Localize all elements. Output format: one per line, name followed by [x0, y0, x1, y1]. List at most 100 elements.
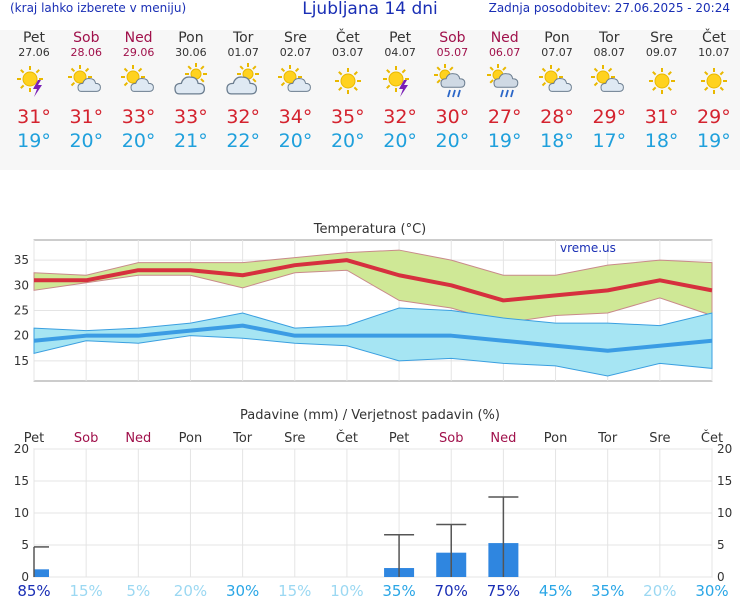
day-card[interactable]: Čet 10.07 29° 19°	[688, 30, 740, 153]
precipitation-chart: Padavine (mm) / Verjetnost padavin (%) Pe…	[14, 408, 733, 600]
min-temp-line	[33, 323, 713, 353]
day-card[interactable]: Pon 30.06 33° 21°	[165, 30, 217, 153]
day-name: Pon	[544, 30, 570, 46]
weather-icon-wrap	[426, 63, 478, 99]
day-card[interactable]: Čet 03.07 35° 20°	[322, 30, 374, 153]
sun-ray	[667, 86, 672, 91]
cloud-shape	[287, 78, 311, 92]
weather-icon-wrap	[583, 63, 635, 99]
day-card[interactable]: Pet 27.06 31° 19°	[8, 30, 60, 153]
cloud-body	[440, 73, 466, 88]
day-name: Ned	[490, 30, 519, 46]
probability-label: 30%	[695, 582, 728, 600]
category-label: Tor	[232, 431, 253, 446]
last-update: Zadnja posodobitev: 27.06.2025 - 20:24	[488, 1, 730, 15]
sun-ray	[71, 67, 76, 73]
day-card[interactable]: Sob 28.06 31° 20°	[60, 30, 112, 153]
day-card[interactable]: Pet 04.07 32° 20°	[374, 30, 426, 153]
min-temp: 20°	[330, 130, 365, 152]
day-card[interactable]: Tor 08.07 29° 17°	[583, 30, 635, 153]
sun-ray	[555, 67, 561, 73]
sun-ray	[489, 66, 494, 71]
max-temp: 32°	[226, 106, 261, 128]
sun-disc	[544, 70, 558, 84]
day-card[interactable]: Ned 29.06 33° 20°	[113, 30, 165, 153]
cloud-body	[600, 78, 625, 92]
weather-icon-wrap	[531, 63, 583, 99]
weather-icon-wrap	[113, 63, 165, 99]
sun-ray	[489, 79, 494, 84]
sun-ray	[123, 67, 128, 73]
weather-icon-wrap	[217, 63, 269, 99]
sun-disc	[22, 71, 38, 87]
sun-ray	[252, 78, 257, 83]
rain-drop	[457, 89, 462, 98]
sun-ray	[337, 71, 343, 76]
sun-ray	[719, 86, 724, 91]
cloud-shape	[77, 78, 102, 92]
sun-cloud-icon	[120, 65, 154, 92]
min-temp: 18°	[540, 130, 574, 152]
rain-drop	[447, 89, 452, 98]
day-card[interactable]: Ned 06.07 27° 19°	[479, 30, 531, 153]
cloud-shape	[440, 73, 466, 88]
min-temp-range	[33, 307, 713, 377]
y-tick-label: 15	[14, 354, 29, 368]
sun-ray	[200, 78, 205, 83]
sun-ray	[353, 86, 358, 91]
sun-cloud-icon	[591, 65, 625, 92]
y-tick-label: 20	[14, 329, 29, 343]
sun-ray	[187, 65, 192, 70]
sun-disc	[706, 73, 722, 89]
min-temp: 19°	[487, 130, 522, 152]
weather-icon-wrap	[165, 63, 217, 99]
day-date: 08.07	[593, 46, 626, 59]
day-date: 28.06	[70, 46, 103, 59]
category-label: Pet	[24, 431, 44, 446]
day-date: 30.06	[175, 46, 207, 59]
category-label: Čet	[336, 430, 358, 446]
max-temp: 31°	[17, 106, 51, 128]
sun-ray	[252, 65, 257, 70]
sun-disc	[73, 70, 87, 84]
min-temp: 20°	[278, 130, 313, 152]
day-name: Tor	[232, 30, 254, 46]
sun-ray	[541, 67, 547, 73]
max-temp-line	[34, 258, 713, 303]
location-hint[interactable]: (kraj lahko izberete v meniju)	[10, 1, 187, 15]
cloud-shape	[174, 76, 205, 95]
y-tick-label-left: 20	[14, 442, 29, 456]
probability-label: 30%	[226, 582, 259, 600]
day-date: 07.07	[541, 46, 573, 59]
category-label: Ned	[125, 431, 151, 446]
y-tick-label-right: 20	[717, 442, 732, 456]
sun-cloud-icon	[277, 65, 311, 92]
weather-icon-wrap	[479, 63, 531, 99]
day-date: 27.06	[18, 46, 50, 59]
day-card[interactable]: Sre 09.07 31° 18°	[636, 30, 688, 153]
sun-shape	[277, 65, 302, 89]
max-temp: 35°	[330, 106, 365, 128]
probability-label: 10%	[330, 582, 363, 600]
category-label: Čet	[701, 430, 723, 446]
probability-label: 20%	[643, 582, 676, 600]
sun-icon	[700, 68, 727, 94]
max-temp: 31°	[644, 106, 679, 128]
cloud-shape	[600, 78, 625, 92]
y-tick-label: 25	[14, 304, 29, 318]
sun-ray	[608, 67, 613, 73]
probability-label: 75%	[487, 582, 520, 600]
min-temp: 19°	[17, 130, 51, 152]
max-temp: 33°	[174, 106, 208, 128]
day-date: 03.07	[332, 46, 364, 59]
min-temp: 20°	[121, 130, 156, 152]
day-card[interactable]: Sre 02.07 34° 20°	[270, 30, 322, 153]
precipitation-chart-title: Padavine (mm) / Verjetnost padavin (%)	[240, 408, 500, 423]
category-label: Sre	[649, 431, 670, 446]
sun-ray	[353, 71, 358, 76]
day-date: 05.07	[436, 46, 469, 59]
day-card[interactable]: Sob 05.07 30° 20°	[426, 30, 478, 153]
day-card[interactable]: Tor 01.07 32° 22°	[217, 30, 269, 153]
max-temp: 30°	[435, 106, 470, 128]
day-card[interactable]: Pon 07.07 28° 18°	[531, 30, 583, 153]
